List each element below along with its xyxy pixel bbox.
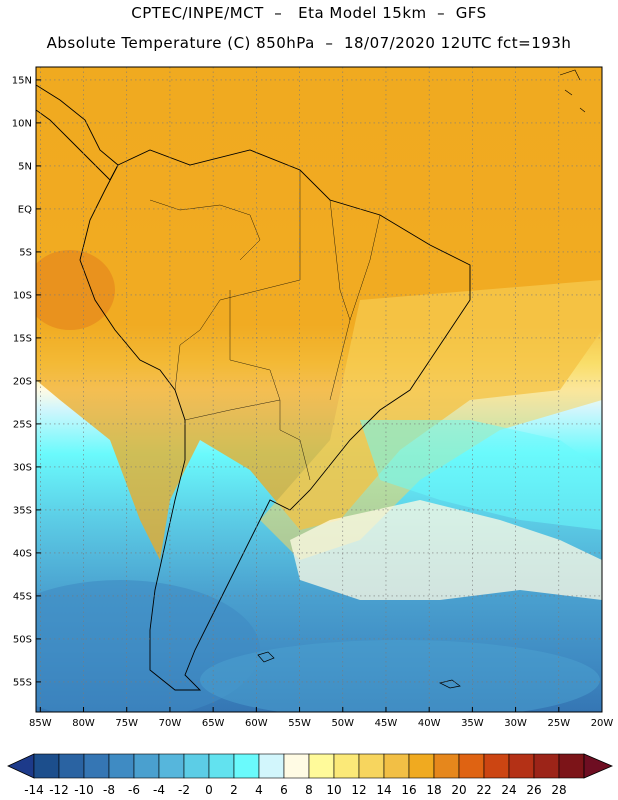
lat-tick-label: 20S xyxy=(13,376,32,387)
colorbar-swatch xyxy=(358,753,385,779)
lon-tick-label: 60W xyxy=(245,718,268,729)
lat-tick-label: 10S xyxy=(13,290,32,301)
caribbean-islands xyxy=(559,69,586,113)
colorbar-low-arrow xyxy=(7,753,35,779)
field-warm-region xyxy=(36,67,602,560)
lon-tick-label: 20W xyxy=(591,718,614,729)
colorbar-label: -4 xyxy=(153,783,165,797)
lat-tick-label: 50S xyxy=(13,634,32,645)
lat-axis: 15N 10N 5N EQ 5S 10S 15S 20S 25S 30S 35S 40S 45S 50S 5… xyxy=(12,75,41,688)
lat-tick-label: 55S xyxy=(13,677,32,688)
colorbar-swatch xyxy=(58,753,85,779)
colorbar-swatch xyxy=(433,753,460,779)
colorbar-label: -14 xyxy=(24,783,44,797)
colorbar-label: 16 xyxy=(401,783,416,797)
lon-tick-label: 80W xyxy=(72,718,95,729)
lon-tick-label: 30W xyxy=(504,718,527,729)
colorbar-swatch xyxy=(83,753,110,779)
colorbar: -14 -12 -10 -8 -6 -4 -2 0 2 4 6 8 10 12 14 16 18 20 22 24 26… xyxy=(7,753,614,797)
colorbar-swatch xyxy=(283,753,310,779)
lon-tick-label: 65W xyxy=(202,718,225,729)
colorbar-label: 18 xyxy=(426,783,441,797)
field-cyan-swirl xyxy=(360,420,602,530)
colorbar-label: 10 xyxy=(326,783,341,797)
south-georgia xyxy=(438,679,461,689)
colorbar-swatch xyxy=(158,753,185,779)
colorbar-label: -8 xyxy=(103,783,115,797)
lat-tick-label: 5N xyxy=(18,161,32,172)
colorbar-swatch xyxy=(258,753,285,779)
colorbar-swatch xyxy=(483,753,510,779)
colorbar-label: 20 xyxy=(451,783,466,797)
lon-tick-label: 25W xyxy=(547,718,570,729)
colorbar-swatch xyxy=(533,753,560,779)
colorbar-swatch xyxy=(558,753,585,779)
country-borders xyxy=(149,170,381,481)
colorbar-label: -6 xyxy=(128,783,140,797)
title-line-1: CPTEC/INPE/MCT – Eta Model 15km – GFS xyxy=(131,4,487,22)
lat-tick-label: 35S xyxy=(13,505,32,516)
colorbar-label: -10 xyxy=(74,783,94,797)
lon-tick-label: 45W xyxy=(375,718,398,729)
lat-tick-label: 15S xyxy=(13,333,32,344)
lat-tick-label: EQ xyxy=(18,204,32,215)
lat-tick-label: 40S xyxy=(13,548,32,559)
colorbar-label: 4 xyxy=(255,783,263,797)
colorbar-label: 24 xyxy=(501,783,516,797)
colorbar-label: 0 xyxy=(205,783,213,797)
lon-tick-label: 40W xyxy=(418,718,441,729)
colorbar-label: 8 xyxy=(305,783,313,797)
lon-tick-label: 75W xyxy=(115,718,138,729)
colorbar-swatch xyxy=(383,753,410,779)
falkland-islands xyxy=(257,651,275,663)
colorbar-swatch xyxy=(308,753,335,779)
colorbar-swatch xyxy=(33,753,60,779)
lat-tick-label: 30S xyxy=(13,462,32,473)
colorbar-swatch xyxy=(208,753,235,779)
colorbar-label: 12 xyxy=(351,783,366,797)
colorbar-swatch xyxy=(458,753,485,779)
colorbar-swatch xyxy=(233,753,260,779)
colorbar-label: 28 xyxy=(551,783,566,797)
lat-tick-label: 45S xyxy=(13,591,32,602)
map-frame xyxy=(35,66,603,713)
south-america-outline xyxy=(79,149,471,691)
central-america-outline xyxy=(36,84,119,181)
lon-axis: 85W 80W 75W 70W 65W 60W 55W 50W 45W 40W 35W 30W 25W 2… xyxy=(29,707,613,729)
lon-tick-label: 85W xyxy=(29,718,52,729)
colorbar-label: 14 xyxy=(376,783,391,797)
lat-tick-label: 5S xyxy=(19,247,32,258)
lat-tick-label: 10N xyxy=(12,118,32,129)
colorbar-high-arrow xyxy=(583,753,614,779)
colorbar-swatch xyxy=(108,753,135,779)
field-pale-strip xyxy=(290,500,602,600)
field-hot-spot xyxy=(36,250,115,330)
title-line-2: Absolute Temperature (C) 850hPa – 18/07/… xyxy=(46,34,572,52)
lon-tick-label: 70W xyxy=(159,718,182,729)
lat-tick-label: 15N xyxy=(12,75,32,86)
lon-tick-label: 35W xyxy=(461,718,484,729)
colorbar-swatch xyxy=(408,753,435,779)
lon-tick-label: 50W xyxy=(331,718,354,729)
colorbar-label: -2 xyxy=(178,783,190,797)
colorbar-label: 2 xyxy=(230,783,238,797)
field-cool-south xyxy=(200,640,600,712)
colorbar-swatch xyxy=(333,753,360,779)
colorbar-swatch xyxy=(133,753,160,779)
colorbar-swatch xyxy=(508,753,535,779)
colorbar-swatch xyxy=(183,753,210,779)
colorbar-label: -12 xyxy=(49,783,69,797)
colorbar-label: 22 xyxy=(476,783,491,797)
colorbar-label: 26 xyxy=(526,783,541,797)
lon-tick-label: 55W xyxy=(288,718,311,729)
temperature-field xyxy=(36,67,602,712)
colorbar-label: 6 xyxy=(280,783,288,797)
lat-tick-label: 25S xyxy=(13,419,32,430)
